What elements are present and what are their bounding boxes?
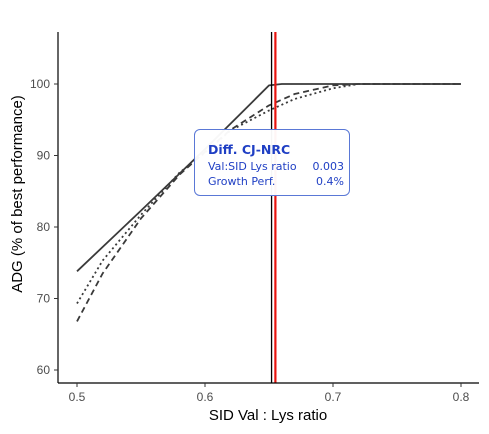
y-tick-label: 60 xyxy=(37,363,51,377)
x-tick-label: 0.7 xyxy=(325,390,342,404)
y-tick-label: 100 xyxy=(30,77,50,91)
series-line-dotted xyxy=(76,83,461,304)
annotation-title: Diff. CJ-NRC xyxy=(208,142,291,157)
y-axis-ticks: 60 70 80 90 100 xyxy=(30,77,58,377)
x-tick-label: 0.5 xyxy=(69,390,86,404)
annotation-label: Growth Perf. xyxy=(208,175,276,188)
reference-lines xyxy=(270,32,277,383)
y-tick-label: 80 xyxy=(37,220,51,234)
annotation-box: Diff. CJ-NRC Val:SID Lys ratio 0.003 Gro… xyxy=(194,129,350,196)
x-tick-label: 0.6 xyxy=(197,390,214,404)
series-line-dashed xyxy=(76,83,461,322)
y-axis-title: ADG (% of best performance) xyxy=(9,95,26,293)
x-tick-label: 0.8 xyxy=(453,390,470,404)
annotation-value: 0.003 xyxy=(312,160,345,173)
x-axis-ticks: 0.5 0.6 0.7 0.8 xyxy=(69,383,470,404)
annotation-value: 0.4% xyxy=(316,175,344,188)
series-lines xyxy=(76,83,461,322)
y-tick-label: 70 xyxy=(37,292,51,306)
x-axis-title: SID Val : Lys ratio xyxy=(209,407,327,424)
annotation-label: Val:SID Lys ratio xyxy=(208,160,297,173)
y-tick-label: 90 xyxy=(37,149,51,163)
